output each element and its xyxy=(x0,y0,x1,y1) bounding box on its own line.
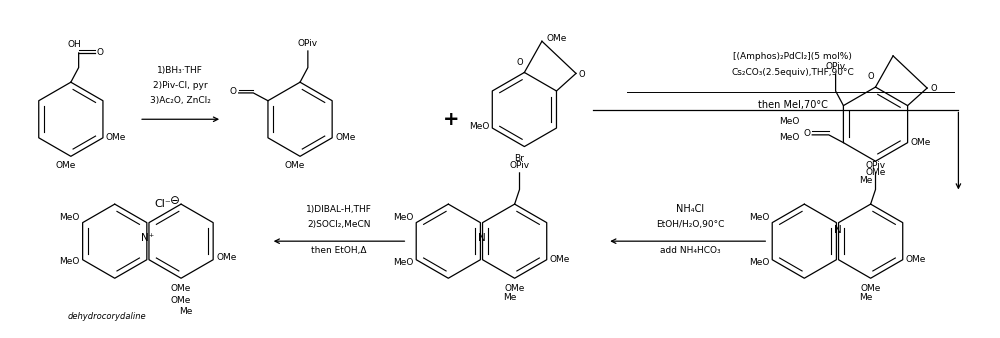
Text: add NH₄HCO₃: add NH₄HCO₃ xyxy=(660,246,721,255)
Text: 1)BH₃·THF: 1)BH₃·THF xyxy=(157,66,203,75)
Text: O: O xyxy=(579,70,586,79)
Text: OMe: OMe xyxy=(56,161,76,170)
Text: Br: Br xyxy=(515,154,524,163)
Text: OPiv: OPiv xyxy=(826,63,846,71)
Text: OMe: OMe xyxy=(865,168,886,177)
Text: NH₄Cl: NH₄Cl xyxy=(676,204,704,214)
Text: MeO: MeO xyxy=(749,258,769,267)
Text: OMe: OMe xyxy=(860,284,881,293)
Text: OMe: OMe xyxy=(504,284,525,293)
Text: O: O xyxy=(868,72,875,81)
Text: OMe: OMe xyxy=(911,138,931,147)
Text: 2)Piv-Cl, pyr: 2)Piv-Cl, pyr xyxy=(153,81,207,90)
Text: MeO: MeO xyxy=(779,133,800,142)
Text: O: O xyxy=(803,129,810,138)
Text: OMe: OMe xyxy=(171,296,191,305)
Text: Me: Me xyxy=(503,293,516,302)
Text: Me: Me xyxy=(179,308,193,316)
Text: ⊖: ⊖ xyxy=(170,194,180,207)
Text: OH: OH xyxy=(68,40,82,49)
Text: [(Amphos)₂PdCl₂](5 mol%): [(Amphos)₂PdCl₂](5 mol%) xyxy=(733,52,852,61)
Text: EtOH/H₂O,90°C: EtOH/H₂O,90°C xyxy=(656,220,724,230)
Text: OMe: OMe xyxy=(285,161,305,170)
Text: 1)DIBAL-H,THF: 1)DIBAL-H,THF xyxy=(306,205,372,214)
Text: 2)SOCl₂,MeCN: 2)SOCl₂,MeCN xyxy=(307,220,371,230)
Text: N: N xyxy=(478,233,485,243)
Text: MeO: MeO xyxy=(393,258,413,267)
Text: OMe: OMe xyxy=(906,255,926,264)
Text: MeO: MeO xyxy=(59,257,80,266)
Text: MeO: MeO xyxy=(393,213,413,222)
Text: +: + xyxy=(443,110,459,129)
Text: OMe: OMe xyxy=(550,255,570,264)
Text: O: O xyxy=(930,83,937,93)
Text: N: N xyxy=(834,225,841,236)
Text: OMe: OMe xyxy=(547,34,567,43)
Text: MeO: MeO xyxy=(469,122,489,130)
Text: MeO: MeO xyxy=(779,117,800,126)
Text: OMe: OMe xyxy=(216,253,236,262)
Text: O: O xyxy=(517,57,523,67)
Text: MeO: MeO xyxy=(749,213,769,222)
Text: OPiv: OPiv xyxy=(865,161,886,170)
Text: Me: Me xyxy=(859,176,872,185)
Text: 3)Ac₂O, ZnCl₂: 3)Ac₂O, ZnCl₂ xyxy=(150,96,211,105)
Text: Cs₂CO₃(2.5equiv),THF,90°C: Cs₂CO₃(2.5equiv),THF,90°C xyxy=(731,68,854,77)
Text: OMe: OMe xyxy=(335,133,355,142)
Text: then EtOH,Δ: then EtOH,Δ xyxy=(311,246,367,255)
Text: OPiv: OPiv xyxy=(509,161,530,170)
Text: Me: Me xyxy=(859,293,872,302)
Text: MeO: MeO xyxy=(59,213,80,222)
Text: OPiv: OPiv xyxy=(298,39,318,48)
Text: OMe: OMe xyxy=(171,284,191,293)
Text: Cl⁻: Cl⁻ xyxy=(154,199,171,209)
Text: O: O xyxy=(96,48,103,57)
Text: then MeI,70°C: then MeI,70°C xyxy=(758,100,828,110)
Text: OMe: OMe xyxy=(106,133,126,142)
Text: O: O xyxy=(230,87,237,96)
Text: dehydrocorydaline: dehydrocorydaline xyxy=(68,312,147,321)
Text: N⁺: N⁺ xyxy=(141,233,155,243)
